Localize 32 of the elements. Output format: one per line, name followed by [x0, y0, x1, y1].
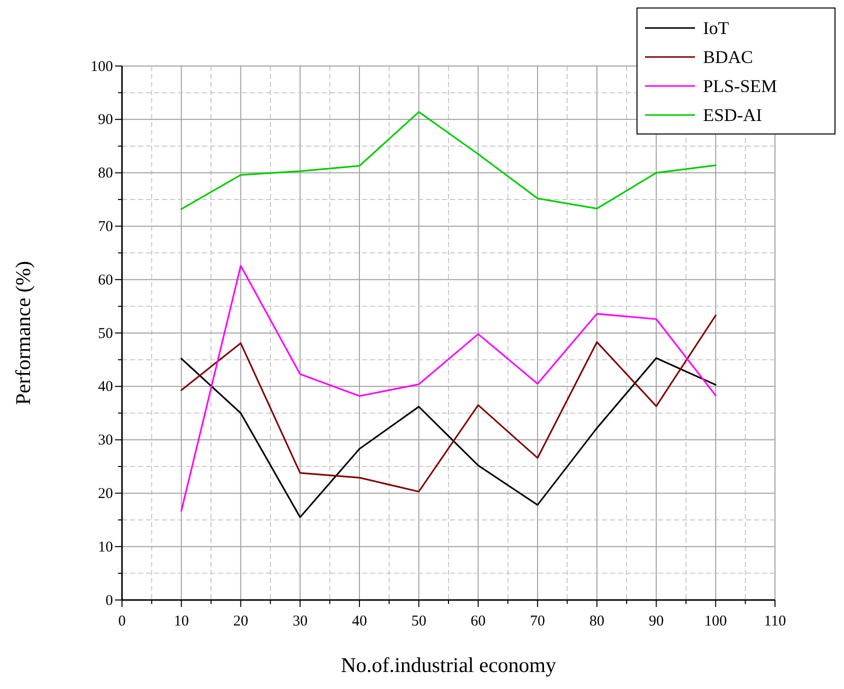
x-axis-title: No.of.industrial economy [340, 653, 557, 677]
line-series [180, 264, 716, 512]
line-series [180, 314, 716, 492]
x-tick-label: 20 [233, 614, 248, 630]
y-tick-label: 50 [98, 326, 113, 342]
y-tick-label: 80 [98, 166, 113, 182]
x-tick-label: 10 [174, 614, 189, 630]
x-tick-label: 30 [292, 614, 308, 630]
legend-label: PLS-SEM [703, 76, 778, 96]
y-tick-label: 20 [98, 486, 113, 502]
y-tick-label: 60 [98, 272, 113, 288]
x-tick-label: 40 [352, 614, 367, 630]
y-tick-label: 90 [98, 112, 113, 128]
y-tick-label: 10 [98, 539, 113, 556]
legend-label: ESD-AI [703, 105, 762, 125]
y-tick-label: 30 [98, 432, 113, 449]
line-series [180, 357, 716, 518]
x-tick-label: 100 [704, 614, 727, 630]
x-tick-label: 50 [411, 614, 426, 630]
x-tick-label: 0 [118, 614, 126, 630]
x-tick-label: 60 [470, 614, 486, 630]
legend-label: IoT [703, 18, 729, 38]
legend-label: BDAC [703, 47, 754, 67]
y-tick-label: 0 [106, 592, 113, 609]
y-tick-label: 40 [98, 379, 113, 396]
y-tick-label: 70 [98, 219, 113, 235]
x-tick-label: 80 [589, 614, 604, 630]
x-tick-label: 90 [648, 614, 664, 630]
x-tick-label: 110 [764, 614, 786, 630]
x-tick-label: 70 [530, 614, 546, 630]
y-tick-label: 100 [90, 58, 113, 75]
y-axis-title: Performance (%) [11, 260, 35, 406]
